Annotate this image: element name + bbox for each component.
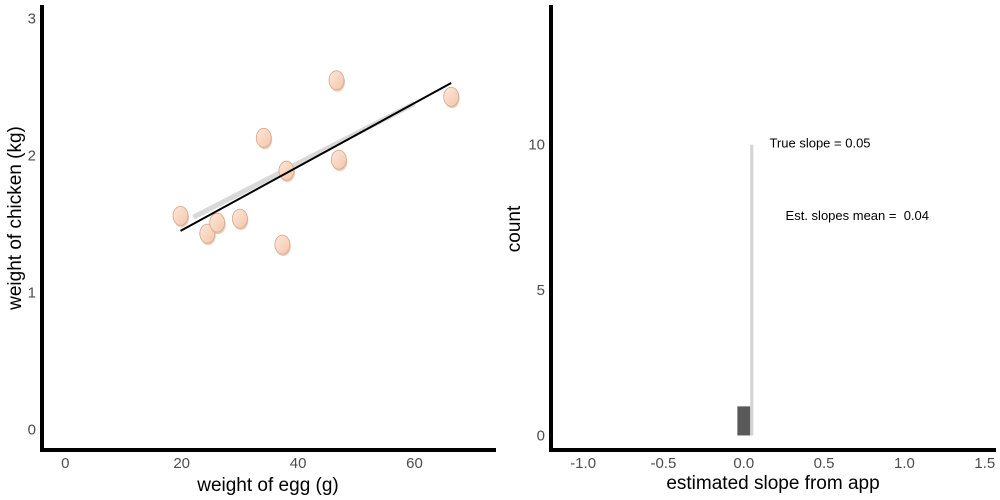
x-tick-label: 0.0	[733, 455, 754, 472]
scatter-x-tick-labels: 0 20 40 60	[61, 455, 423, 472]
y-tick-label: 0	[28, 421, 36, 438]
x-tick-label: 1.0	[894, 455, 915, 472]
y-tick-label: 0	[537, 427, 545, 444]
x-tick-label: 20	[173, 455, 190, 472]
histogram-x-tick-labels: -1.0 -0.5 0.0 0.5 1.0 1.5	[570, 455, 995, 472]
x-tick-label: 0.5	[814, 455, 835, 472]
x-tick-label: -0.5	[651, 455, 677, 472]
y-tick-label: 10	[528, 137, 545, 154]
x-tick-label: -1.0	[570, 455, 596, 472]
egg-icon	[172, 205, 189, 226]
egg-point	[172, 205, 190, 228]
egg-icon	[231, 208, 248, 229]
fitted-regression-line	[180, 82, 452, 232]
egg-point	[255, 127, 273, 150]
histogram-panel: -1.0 -0.5 0.0 0.5 1.0 1.5 0 5 10 True slope = 0…	[504, 5, 996, 494]
true-slope-annotation: True slope = 0.05	[769, 136, 870, 151]
scatter-x-axis-title: weight of egg (g)	[196, 475, 339, 496]
egg-point	[443, 86, 460, 109]
x-tick-label: 1.5	[974, 455, 995, 472]
x-tick-label: 40	[290, 455, 307, 472]
est-slopes-mean-annotation: Est. slopes mean = 0.04	[786, 208, 929, 223]
egg-icon	[330, 149, 347, 170]
egg-point	[231, 208, 249, 231]
scatter-y-tick-labels: 0 1 2 3	[28, 11, 36, 439]
histogram-plot-area	[737, 144, 754, 436]
histogram-y-axis-title: count	[504, 205, 525, 252]
egg-icon	[443, 86, 460, 107]
egg-icon	[274, 234, 291, 255]
y-tick-label: 1	[28, 285, 36, 302]
x-tick-label: 0	[61, 455, 69, 472]
scatter-panel: 0 20 40 60 0 1 2 3 weight of egg (g) weight of…	[5, 5, 496, 496]
histogram-y-tick-labels: 0 5 10	[528, 137, 545, 445]
x-tick-label: 60	[406, 455, 423, 472]
egg-point	[328, 70, 346, 92]
y-tick-label: 5	[537, 282, 545, 299]
histogram-bar	[737, 406, 751, 436]
egg-icon	[209, 212, 226, 233]
y-tick-label: 3	[28, 11, 36, 28]
egg-icon	[255, 127, 272, 148]
scatter-plot-area	[172, 70, 460, 257]
egg-icon	[328, 70, 345, 91]
egg-point	[330, 149, 348, 172]
egg-point	[274, 234, 291, 257]
histogram-x-axis-title: estimated slope from app	[666, 473, 879, 494]
egg-point	[209, 212, 226, 235]
scatter-y-axis-title: weight of chicken (kg)	[5, 126, 26, 311]
y-tick-label: 2	[28, 148, 36, 165]
